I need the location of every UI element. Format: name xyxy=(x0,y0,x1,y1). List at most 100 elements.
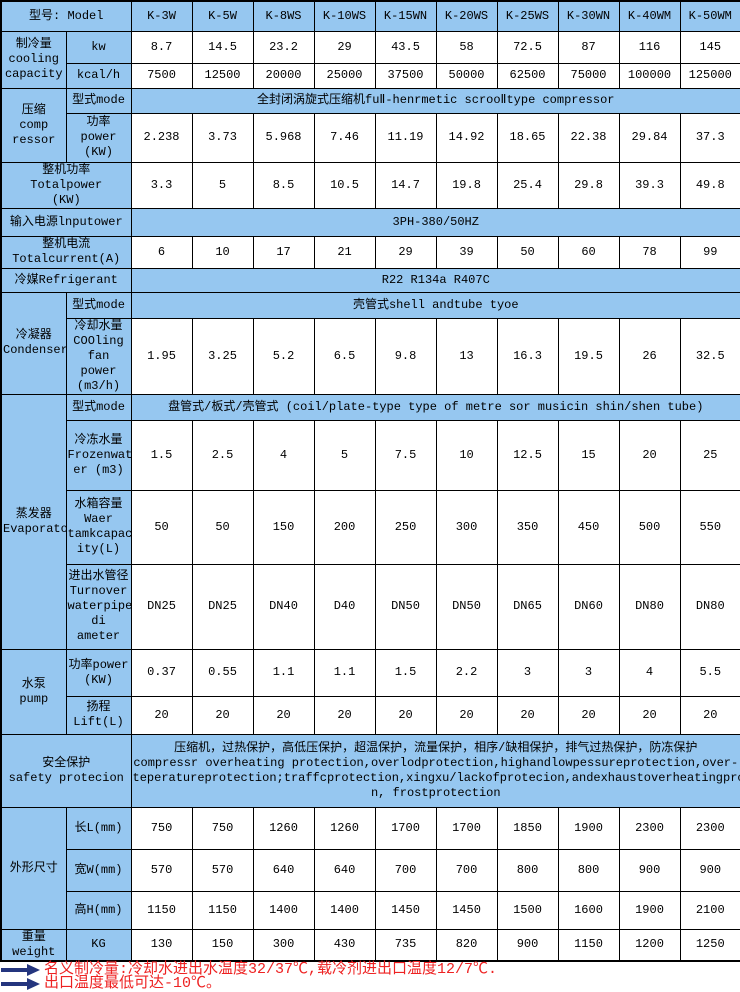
height-label: 高H(mm) xyxy=(65,890,132,930)
frozen-water-value: 12.5 xyxy=(496,419,559,491)
width-value: 900 xyxy=(618,848,681,892)
note-text-2: 出口温度最低可达-10℃。 xyxy=(44,974,222,992)
row-evaporator-tank: 水箱容量 Waer tamkcapac ity(L) 50 50 150 200 250… xyxy=(1,489,740,565)
length-value: 2300 xyxy=(618,806,681,850)
tank-capacity-label: 水箱容量 Waer tamkcapac ity(L) xyxy=(65,489,132,565)
pump-lift-value: 20 xyxy=(191,695,254,735)
frozen-water-value: 15 xyxy=(557,419,620,491)
total-power-value: 29.8 xyxy=(557,161,620,209)
condenser-cooling-water-value: 5.2 xyxy=(252,317,315,395)
note-line-2: 出口温度最低可达-10℃。 xyxy=(0,974,740,992)
model-column-header: K-25WS xyxy=(496,0,559,32)
safety-label: 安全保护 safety protecion xyxy=(0,733,132,808)
condenser-cooling-water-value: 32.5 xyxy=(679,317,740,395)
total-power-value: 39.3 xyxy=(618,161,681,209)
footnotes: 名义制冷量:冷却水进出水温度32/37℃,载冷剂进出口温度12/7℃. 出口温度… xyxy=(0,960,740,992)
total-current-value: 60 xyxy=(557,235,620,269)
length-value: 2300 xyxy=(679,806,740,850)
total-power-value: 25.4 xyxy=(496,161,559,209)
total-current-value: 39 xyxy=(435,235,498,269)
refrigerant-value: R22 R134a R407C xyxy=(130,267,740,293)
pipe-diameter-value: DN40 xyxy=(252,563,315,650)
arrow-right-icon xyxy=(1,977,40,990)
compressor-power-value: 37.3 xyxy=(679,112,740,163)
pipe-diameter-value: DN60 xyxy=(557,563,620,650)
pump-power-value: 1.5 xyxy=(374,648,437,697)
pump-power-value: 4 xyxy=(618,648,681,697)
pipe-diameter-value: DN25 xyxy=(191,563,254,650)
weight-label: 重量 weight xyxy=(0,928,67,961)
height-value: 1500 xyxy=(496,890,559,930)
pump-power-value: 5.5 xyxy=(679,648,740,697)
pipe-diameter-label: 进出水管径 Turnover waterpipe di ameter xyxy=(65,563,132,650)
length-value: 1700 xyxy=(374,806,437,850)
row-model-header: 型号: Model K-3W K-5W K-8WS K-10WS K-15WN K-20W… xyxy=(0,0,740,32)
row-safety: 安全保护 safety protecion 压缩机，过热保护，高低压保护，超温保… xyxy=(0,733,740,808)
weight-unit-label: KG xyxy=(65,928,132,961)
pipe-diameter-value: DN50 xyxy=(374,563,437,650)
row-total-current: 整机电流 Totalcurrent(A) 6 10 17 21 29 39 50 60 78 99 xyxy=(0,235,740,269)
evaporator-mode-label: 型式mode xyxy=(65,393,132,421)
total-current-label: 整机电流 Totalcurrent(A) xyxy=(0,235,132,269)
cooling-kcal-value: 50000 xyxy=(435,62,498,89)
pump-power-value: 3 xyxy=(496,648,559,697)
length-value: 1850 xyxy=(496,806,559,850)
row-cooling-kcal: kcal/h 7500 12500 20000 25000 37500 50000 6250… xyxy=(1,62,740,89)
pump-power-value: 3 xyxy=(557,648,620,697)
pipe-diameter-value: D40 xyxy=(313,563,376,650)
compressor-power-value: 29.84 xyxy=(618,112,681,163)
frozen-water-value: 10 xyxy=(435,419,498,491)
compressor-power-value: 22.38 xyxy=(557,112,620,163)
frozen-water-value: 4 xyxy=(252,419,315,491)
cooling-kcal-value: 125000 xyxy=(679,62,740,89)
row-condenser-cooling-water: 冷却水量 COOling fan power (m3/h) 1.95 3.25 5.… xyxy=(1,317,740,395)
condenser-cooling-water-value: 9.8 xyxy=(374,317,437,395)
condenser-cooling-water-value: 1.95 xyxy=(130,317,193,395)
cooling-kcal-value: 12500 xyxy=(191,62,254,89)
cooling-kw-value: 23.2 xyxy=(252,30,315,64)
compressor-power-value: 7.46 xyxy=(313,112,376,163)
total-current-value: 17 xyxy=(252,235,315,269)
spec-table: 型号: Model K-3W K-5W K-8WS K-10WS K-15WN K-20W… xyxy=(0,0,740,962)
tank-capacity-value: 50 xyxy=(191,489,254,565)
width-value: 570 xyxy=(191,848,254,892)
arrow-right-icon xyxy=(1,963,40,976)
height-value: 1600 xyxy=(557,890,620,930)
model-header-label: 型号: Model xyxy=(0,0,132,32)
total-power-value: 14.7 xyxy=(374,161,437,209)
condenser-label: 冷凝器 Condenser xyxy=(0,291,67,395)
cooling-kcal-value: 75000 xyxy=(557,62,620,89)
width-value: 640 xyxy=(313,848,376,892)
evaporator-mode-value: 盘管式/板式/壳管式 (coil/plate-type type of metr… xyxy=(130,393,740,421)
length-label: 长L(mm) xyxy=(65,806,132,850)
total-current-value: 21 xyxy=(313,235,376,269)
frozen-water-value: 5 xyxy=(313,419,376,491)
cooling-kcal-value: 20000 xyxy=(252,62,315,89)
row-pump-power: 水泵 pump 功率power (KW) 0.37 0.55 1.1 1.1 1.5 2.… xyxy=(0,648,740,735)
condenser-mode-label: 型式mode xyxy=(65,291,132,319)
total-power-value: 8.5 xyxy=(252,161,315,209)
row-refrigerant: 冷媒Refrigerant R22 R134a R407C xyxy=(0,267,740,293)
pipe-diameter-value: DN80 xyxy=(679,563,740,650)
tank-capacity-value: 200 xyxy=(313,489,376,565)
condenser-cooling-water-value: 13 xyxy=(435,317,498,395)
row-compressor-power: 功率 power (KW) 2.238 3.73 5.968 7.46 11.19 14.… xyxy=(1,112,740,163)
pump-power-value: 1.1 xyxy=(252,648,315,697)
row-cooling-kw: 制冷量 cooling capacity kw 8.7 14.5 23.2 29 43.… xyxy=(0,30,740,89)
evaporator-label: 蒸发器 Evaporator xyxy=(0,393,67,650)
input-power-label: 输入电源lnputower xyxy=(0,207,132,237)
cooling-kw-value: 58 xyxy=(435,30,498,64)
note-text-1: 名义制冷量:冷却水进出水温度32/37℃,载冷剂进出口温度12/7℃. xyxy=(44,960,498,978)
pump-lift-value: 20 xyxy=(496,695,559,735)
model-column-header: K-10WS xyxy=(313,0,376,32)
input-power-value: 3PH-380/50HZ xyxy=(130,207,740,237)
row-evaporator-mode: 蒸发器 Evaporator 型式mode 盘管式/板式/壳管式 (coil/p… xyxy=(0,393,740,650)
length-value: 1260 xyxy=(252,806,315,850)
total-current-value: 99 xyxy=(679,235,740,269)
row-total-power: 整机功率 Totalpower (KW) 3.3 5 8.5 10.5 14.7 19.8… xyxy=(0,161,740,209)
weight-value: 150 xyxy=(191,928,254,961)
tank-capacity-value: 300 xyxy=(435,489,498,565)
condenser-cooling-water-value: 3.25 xyxy=(191,317,254,395)
total-power-value: 5 xyxy=(191,161,254,209)
length-value: 750 xyxy=(130,806,193,850)
